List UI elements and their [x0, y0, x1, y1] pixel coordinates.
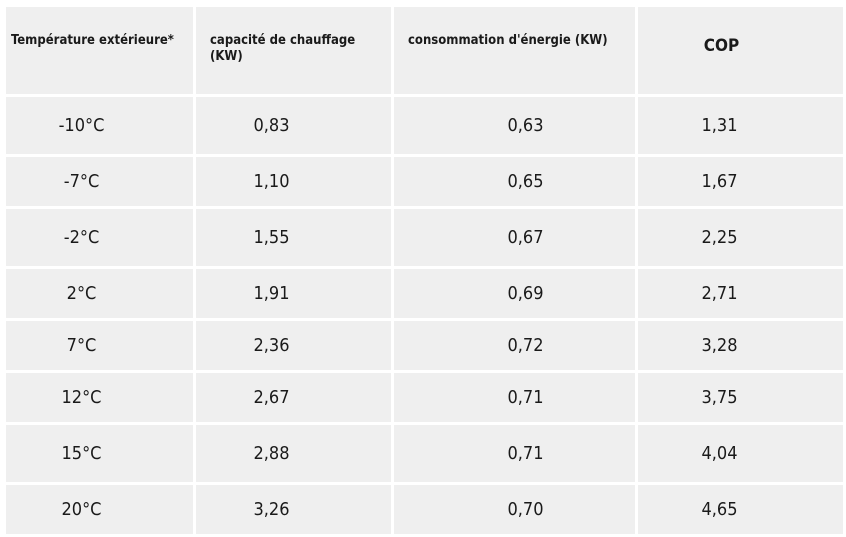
cell-energy-consumption: 0,67: [391, 206, 638, 269]
table-row: -2°C 1,55 0,67 2,25: [3, 206, 846, 269]
cell-heating-capacity: 2,88: [193, 422, 394, 485]
cell-temperature: -10°C: [3, 94, 196, 157]
cell-energy-consumption: 0,71: [391, 370, 638, 425]
cell-energy-consumption: 0,71: [391, 422, 638, 485]
cell-cop: 1,31: [635, 94, 846, 157]
cell-heating-capacity: 1,91: [193, 266, 394, 321]
cell-heating-capacity: 0,83: [193, 94, 394, 157]
cell-cop: 2,71: [635, 266, 846, 321]
cell-energy-consumption: 0,65: [391, 154, 638, 209]
cell-temperature: 7°C: [3, 318, 196, 373]
cell-temperature: -2°C: [3, 206, 196, 269]
cell-heating-capacity: 1,55: [193, 206, 394, 269]
table-row: 20°C 3,26 0,70 4,65: [3, 482, 846, 537]
cell-heating-capacity: 1,10: [193, 154, 394, 209]
cell-cop: 1,67: [635, 154, 846, 209]
header-cop: COP: [635, 4, 846, 97]
table-row: 7°C 2,36 0,72 3,28: [3, 318, 846, 373]
spec-table-container: Température extérieure* capacité de chau…: [3, 4, 846, 537]
cell-cop: 4,65: [635, 482, 846, 537]
table-row: 15°C 2,88 0,71 4,04: [3, 422, 846, 485]
cell-cop: 3,75: [635, 370, 846, 425]
table-row: -7°C 1,10 0,65 1,67: [3, 154, 846, 209]
table-row: -10°C 0,83 0,63 1,31: [3, 94, 846, 157]
header-energy-consumption: consommation d'énergie (KW): [391, 4, 638, 97]
cell-heating-capacity: 2,36: [193, 318, 394, 373]
cell-cop: 2,25: [635, 206, 846, 269]
cell-heating-capacity: 3,26: [193, 482, 394, 537]
header-heating-capacity: capacité de chauffage (KW): [193, 4, 394, 97]
cell-temperature: 12°C: [3, 370, 196, 425]
table-row: 12°C 2,67 0,71 3,75: [3, 370, 846, 425]
cell-temperature: 20°C: [3, 482, 196, 537]
cell-temperature: 15°C: [3, 422, 196, 485]
cell-energy-consumption: 0,72: [391, 318, 638, 373]
heat-pump-performance-table: Température extérieure* capacité de chau…: [3, 4, 846, 537]
table-header-row: Température extérieure* capacité de chau…: [3, 4, 846, 97]
table-row: 2°C 1,91 0,69 2,71: [3, 266, 846, 321]
cell-cop: 3,28: [635, 318, 846, 373]
header-outdoor-temperature: Température extérieure*: [3, 4, 196, 97]
cell-heating-capacity: 2,67: [193, 370, 394, 425]
cell-cop: 4,04: [635, 422, 846, 485]
cell-energy-consumption: 0,70: [391, 482, 638, 537]
cell-energy-consumption: 0,69: [391, 266, 638, 321]
cell-temperature: 2°C: [3, 266, 196, 321]
cell-energy-consumption: 0,63: [391, 94, 638, 157]
cell-temperature: -7°C: [3, 154, 196, 209]
